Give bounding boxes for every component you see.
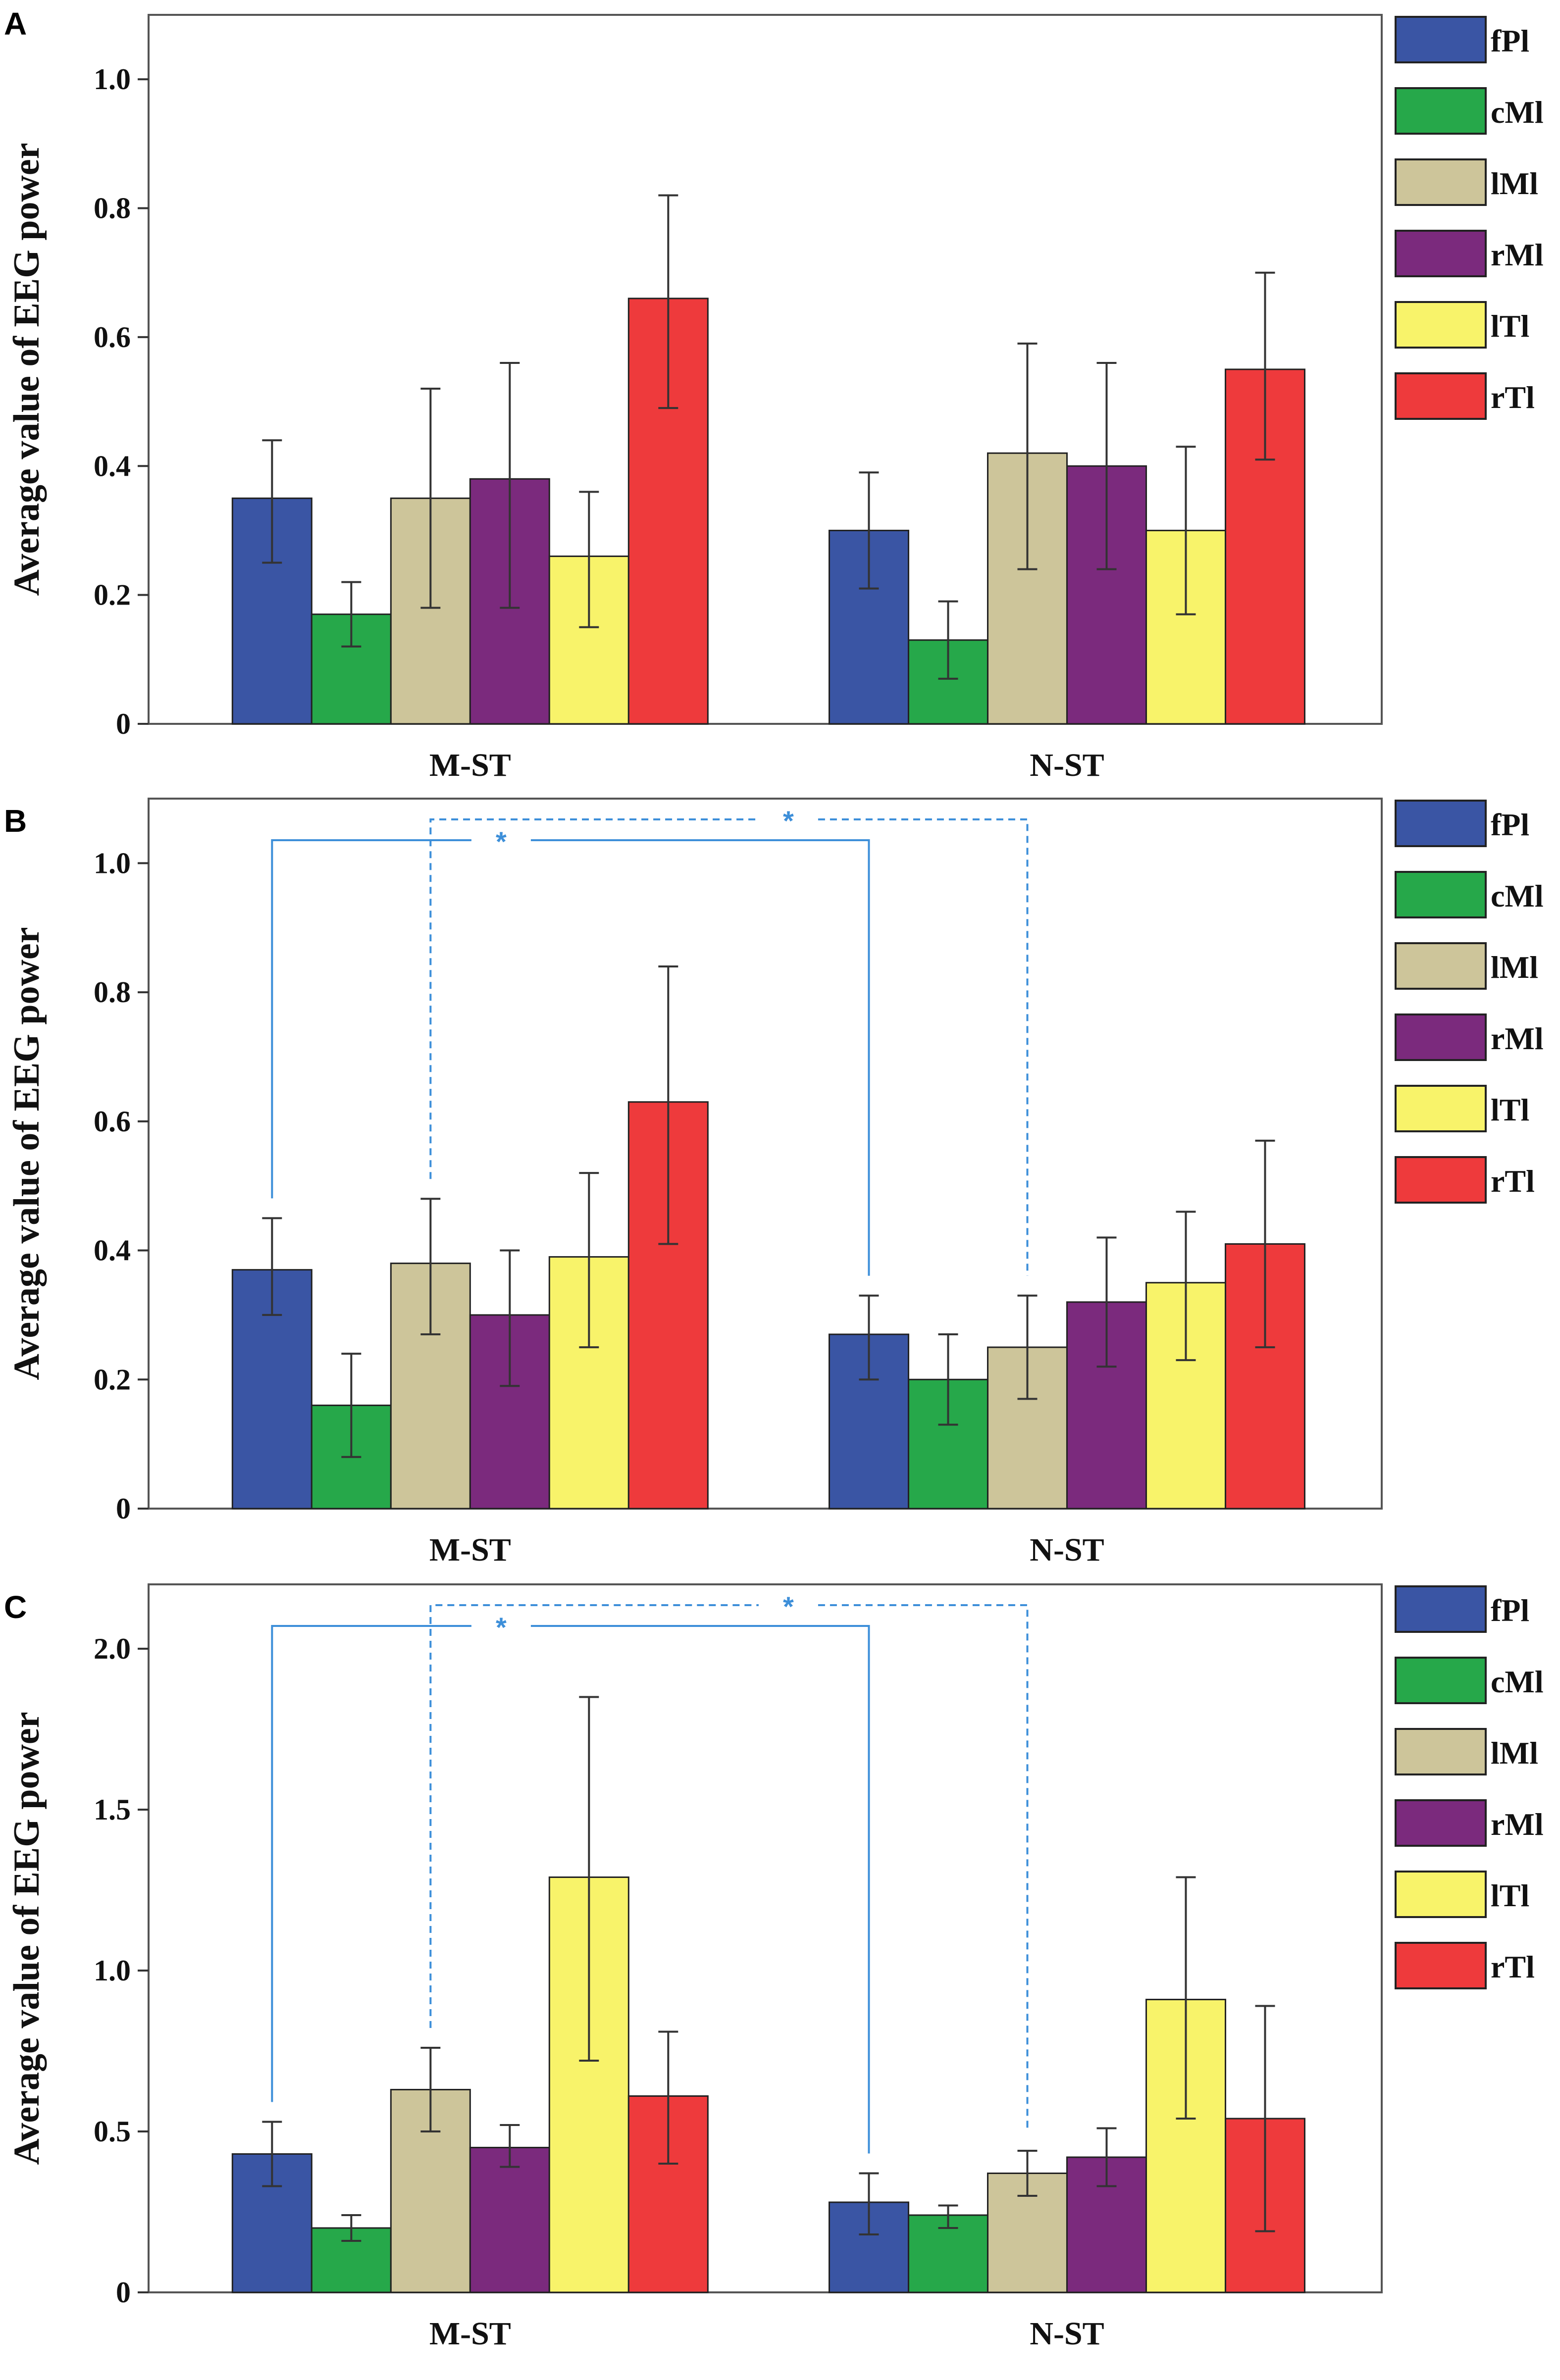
y-tick-label: 0.5 [94,2115,131,2148]
legend-swatch-rMl [1395,1799,1487,1847]
legend-label-rMl: rMl [1491,1021,1544,1056]
panel-label: A [4,6,27,42]
legend-label-lMl: lMl [1491,1735,1538,1771]
legend-swatch-rTl [1395,372,1487,420]
y-axis-label: Average value of EEG power [6,927,47,1380]
y-tick-label: 0.2 [94,579,131,611]
chart-panel-b: B 0 0.2 0.4 0.6 0.8 1.0 Average value of EEG po… [4,798,1544,1568]
y-tick-label: 2.0 [94,1632,131,1665]
y-tick-label: 0.4 [94,450,131,482]
legend-swatch-lTl [1395,1085,1487,1132]
category-label: N-ST [1030,2316,1104,2352]
chart-panel-a: A 0 0.2 0.4 0.6 0.8 1.0 Average value of EEG po… [4,6,1544,783]
y-tick-label: 0 [116,708,131,740]
legend-swatch-cMl [1395,1657,1487,1704]
category-label: N-ST [1030,1532,1104,1568]
significance-bracket-solid [271,1625,870,2154]
significance-star: * [783,805,794,836]
y-tick-label: 0.8 [94,976,131,1009]
legend-label-rMl: rMl [1491,1807,1544,1842]
y-tick-label: 0.4 [94,1234,131,1267]
legend-label-lTl: lTl [1491,308,1529,344]
y-tick-label: 0.2 [94,1363,131,1396]
significance-star: * [496,1612,507,1643]
category-label: M-ST [429,747,511,783]
plot-frame [148,1583,1383,2293]
legend-label-cMl: cMl [1491,878,1544,913]
significance-bracket-dashed [429,1604,1029,2131]
plot-frame [148,798,1383,1510]
panel-label: C [4,1589,27,1625]
legend-label-fPl: fPl [1491,1593,1529,1628]
category-label: N-ST [1030,747,1104,783]
legend-label-cMl: cMl [1491,95,1544,130]
legend-swatch-lMl [1395,158,1487,206]
legend-swatch-cMl [1395,871,1487,918]
legend-label-lMl: lMl [1491,166,1538,201]
y-tick-label: 0.8 [94,192,131,225]
legend-label-cMl: cMl [1491,1664,1544,1699]
y-tick-label: 0 [116,1492,131,1525]
legend-label-rTl: rTl [1491,1164,1535,1199]
legend-label-fPl: fPl [1491,23,1529,58]
legend-swatch-rTl [1395,1942,1487,1989]
legend-label-fPl: fPl [1491,807,1529,842]
legend-label-rTl: rTl [1491,1949,1535,1984]
chart-panel-c: C 0 0.5 1.0 1.5 2.0 Average value of EEG power… [4,1583,1544,2352]
legend-swatch-lTl [1395,301,1487,349]
legend-swatch-rTl [1395,1156,1487,1204]
y-tick-label: 0.6 [94,1105,131,1138]
legend-swatch-cMl [1395,87,1487,135]
y-tick-label: 1.0 [94,1954,131,1987]
category-label: M-ST [429,2316,511,2352]
legend-label-lTl: lTl [1491,1092,1529,1127]
y-tick-label: 0 [116,2276,131,2309]
legend-label-lTl: lTl [1491,1878,1529,1913]
legend-swatch-lTl [1395,1871,1487,1918]
bar-rMl-m-st [469,2147,550,2293]
significance-star: * [783,1591,794,1622]
panel-label: B [4,803,27,839]
legend-label-rMl: rMl [1491,237,1544,272]
y-axis-label: Average value of EEG power [6,143,47,596]
legend-label-lMl: lMl [1491,950,1538,985]
legend-swatch-rMl [1395,230,1487,277]
legend-swatch-rMl [1395,1013,1487,1061]
y-tick-label: 1.0 [94,63,131,96]
legend-swatch-fPl [1395,800,1487,847]
legend-swatch-fPl [1395,1585,1487,1633]
plot-frame [148,14,1383,725]
legend-swatch-lMl [1395,1728,1487,1775]
legend-swatch-fPl [1395,16,1487,63]
legend-swatch-lMl [1395,942,1487,990]
y-axis-label: Average value of EEG power [6,1712,47,2165]
significance-bracket-dashed [429,818,1029,1276]
significance-bracket-solid [271,839,870,1276]
y-tick-label: 0.6 [94,321,131,354]
y-tick-label: 1.5 [94,1793,131,1826]
significance-star: * [496,826,507,857]
category-label: M-ST [429,1532,511,1568]
legend-label-rTl: rTl [1491,380,1535,415]
y-tick-label: 1.0 [94,847,131,879]
